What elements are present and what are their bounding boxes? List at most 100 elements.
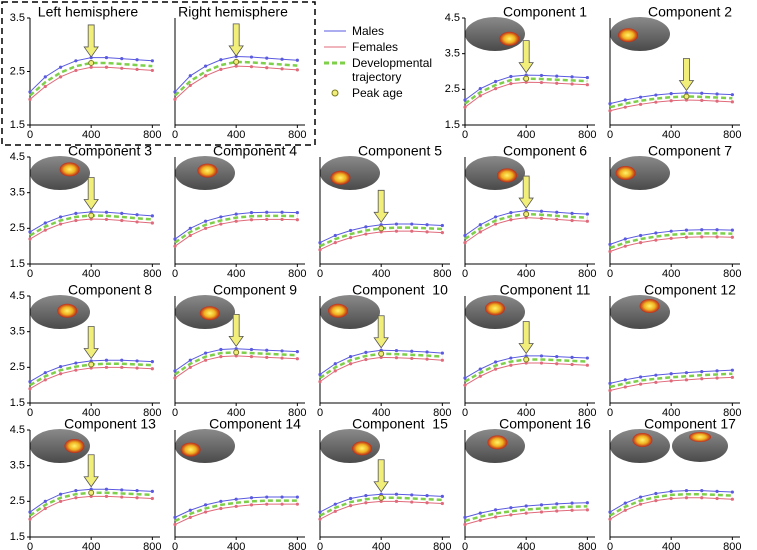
series-line	[319, 356, 443, 383]
brain	[610, 156, 670, 190]
chart-title: Component 16	[499, 416, 591, 432]
series-line	[609, 497, 733, 520]
y-tick-label: 2.5	[445, 83, 460, 95]
series-point	[684, 235, 689, 239]
series-point	[570, 218, 574, 223]
series-point	[318, 372, 322, 377]
x-tick-label: 800	[723, 129, 741, 141]
series-point	[58, 365, 63, 369]
series-point	[249, 211, 254, 215]
x-tick-label: 0	[607, 541, 613, 550]
series-point	[74, 59, 78, 63]
series-point	[234, 212, 238, 216]
series-point	[493, 515, 498, 519]
series-point	[730, 368, 734, 372]
y-tick-label: 1.5	[10, 119, 25, 131]
series-point	[654, 373, 658, 377]
series-point	[715, 99, 719, 103]
series-point	[570, 82, 574, 86]
series-point	[333, 509, 337, 513]
series-point	[410, 229, 414, 233]
x-tick-label: 0	[607, 129, 613, 141]
series-point	[463, 241, 467, 245]
peak-marker	[233, 349, 240, 356]
activation	[57, 303, 78, 318]
series-point	[43, 84, 47, 89]
x-tick-label: 800	[578, 407, 596, 419]
peak-marker	[88, 212, 95, 219]
series-point	[28, 90, 32, 94]
series-point	[89, 65, 93, 69]
series-point	[425, 501, 429, 505]
series-point	[425, 494, 429, 498]
series-point	[219, 355, 223, 359]
activation	[632, 433, 653, 447]
series-point	[280, 502, 284, 506]
y-tick-label: 3.5	[10, 460, 25, 472]
series-point	[120, 57, 124, 61]
series-point	[555, 210, 559, 214]
series-point	[173, 237, 177, 241]
series-point	[654, 491, 658, 496]
x-tick-label: 400	[82, 407, 100, 419]
series-point	[58, 75, 63, 79]
series-point	[135, 489, 139, 493]
series-point	[478, 518, 482, 522]
series-point	[669, 229, 673, 233]
series-point	[295, 502, 299, 506]
chart-title: Component 1	[503, 4, 587, 20]
peak-arrow	[518, 175, 534, 209]
series-point	[493, 508, 498, 512]
x-tick-label: 400	[227, 407, 245, 419]
series-point	[700, 370, 704, 374]
brain-image	[320, 295, 380, 329]
activation	[197, 163, 218, 178]
x-tick-label: 400	[227, 541, 245, 550]
series-point	[608, 388, 612, 393]
chart-title: Component 5	[358, 143, 442, 159]
legend-item: Females	[324, 40, 454, 54]
chart-title: Component 8	[68, 282, 152, 298]
series-point	[249, 496, 254, 500]
series-point	[219, 347, 223, 352]
x-tick-label: 0	[462, 541, 468, 550]
chart-title: Component 4	[213, 143, 297, 159]
series-point	[509, 74, 513, 79]
legend-item: Developmental trajectory	[324, 56, 454, 84]
series-point	[43, 378, 47, 382]
series-point	[295, 495, 299, 499]
series-point	[654, 238, 658, 242]
brain-image	[30, 429, 90, 463]
x-tick-label: 0	[172, 541, 178, 550]
series-point	[410, 349, 414, 353]
series-point	[570, 211, 574, 215]
series-point	[295, 58, 299, 62]
legend-label: Developmental trajectory	[352, 56, 433, 84]
series-line	[174, 214, 298, 244]
series-point	[120, 218, 124, 223]
peak-arrow	[518, 40, 534, 74]
series-point	[249, 218, 254, 222]
series-point	[43, 499, 47, 503]
activation	[180, 442, 201, 457]
series-point	[715, 376, 719, 380]
x-tick-label: 0	[607, 407, 613, 419]
brain-image	[175, 156, 235, 190]
series-point	[348, 504, 353, 508]
series-point	[623, 105, 627, 109]
series-point	[539, 216, 544, 220]
series-line	[464, 217, 588, 244]
series-point	[425, 357, 429, 361]
series-point	[715, 489, 719, 493]
legend-swatch	[331, 89, 339, 97]
peak-marker	[88, 59, 95, 66]
chart-title: Component 10	[352, 282, 448, 298]
series-point	[333, 241, 337, 245]
series-point	[318, 517, 322, 521]
brain-image	[175, 295, 235, 329]
brain	[30, 156, 90, 190]
series-point	[394, 492, 399, 496]
activation	[352, 441, 372, 456]
series-point	[188, 508, 192, 512]
